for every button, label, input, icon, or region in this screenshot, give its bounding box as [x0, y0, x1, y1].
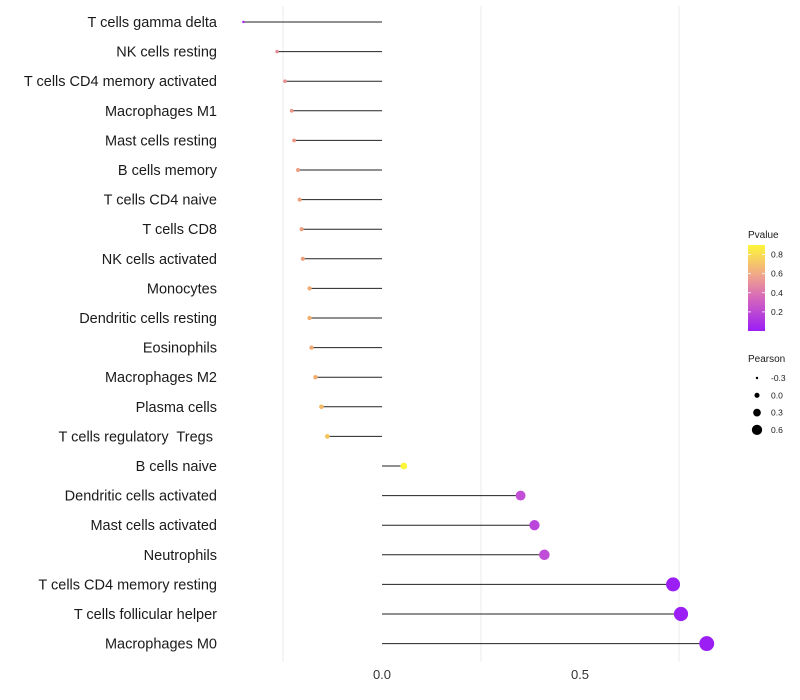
- lollipop-dot: [299, 227, 304, 232]
- pearson-legend-title: Pearson: [748, 354, 785, 365]
- pearson-size-swatch: [754, 392, 760, 398]
- pearson-size-swatch: [755, 376, 759, 380]
- category-label: Macrophages M1: [105, 104, 217, 120]
- category-label: T cells CD4 naive: [104, 193, 217, 209]
- pvalue-tick-label: 0.2: [771, 307, 783, 317]
- lollipop-dot: [283, 79, 287, 84]
- category-label: Dendritic cells resting: [79, 311, 217, 327]
- category-label: NK cells activated: [102, 252, 217, 268]
- lollipop-dot: [529, 520, 540, 531]
- category-label: Eosinophils: [143, 341, 217, 357]
- category-label: B cells naive: [136, 459, 217, 475]
- category-label: Mast cells activated: [90, 518, 217, 534]
- category-label: T cells follicular helper: [74, 607, 217, 623]
- vertical-gridlines: [282, 6, 680, 662]
- category-labels: T cells gamma delta NK cells resting T cel…: [24, 15, 218, 653]
- category-label: Monocytes: [147, 281, 217, 297]
- pvalue-legend-title: Pvalue: [748, 230, 779, 241]
- lollipop-dot: [666, 577, 681, 592]
- category-label: Macrophages M2: [105, 370, 217, 386]
- category-label: Plasma cells: [136, 400, 217, 416]
- lollipop-dot: [292, 138, 297, 143]
- lollipop-dot: [313, 374, 318, 380]
- category-label: T cells CD4 memory resting: [38, 577, 217, 593]
- lollipop-dot: [307, 315, 312, 321]
- pvalue-tick-label: 0.6: [771, 269, 783, 279]
- lollipop-dots: [242, 20, 715, 652]
- category-label: Dendritic cells activated: [65, 489, 217, 505]
- category-label: T cells CD4 memory activated: [24, 74, 217, 90]
- pearson-size-label: 0.3: [771, 408, 783, 418]
- lollipop-dot: [400, 462, 408, 470]
- lollipop-dot: [296, 168, 301, 172]
- category-label: T cells CD8: [142, 222, 217, 238]
- category-label: Neutrophils: [144, 548, 217, 564]
- category-label: Mast cells resting: [105, 133, 217, 149]
- category-label: T cells regulatory Tregs: [59, 429, 218, 445]
- pvalue-color-legend: Pvalue 0.8 0.6 0.4 0.2: [748, 230, 783, 331]
- lollipop-dot: [307, 286, 312, 291]
- category-label: T cells gamma delta: [88, 15, 218, 31]
- lollipop-dot: [673, 606, 689, 622]
- lollipop-dot: [297, 197, 302, 202]
- pvalue-color-bar: [748, 245, 765, 331]
- lollipop-dot: [515, 490, 526, 501]
- lollipop-dot: [300, 256, 305, 261]
- lollipop-dot: [242, 20, 245, 24]
- category-label: Macrophages M0: [105, 637, 217, 653]
- lollipop-dot: [324, 434, 330, 439]
- lollipop-dot: [289, 108, 294, 113]
- lollipop-dot: [275, 49, 279, 54]
- pearson-size-label: 0.6: [771, 425, 783, 435]
- lollipop-dot: [539, 549, 550, 561]
- pearson-size-label: -0.3: [771, 373, 786, 383]
- pearson-size-label: 0.0: [771, 390, 783, 400]
- lollipop-dot: [309, 345, 314, 350]
- x-tick-label: 0.0: [373, 667, 391, 682]
- x-tick-label: 0.5: [571, 667, 589, 682]
- lollipop-dot: [699, 636, 715, 652]
- lollipop-dot: [319, 404, 324, 410]
- lollipop-stems: [243, 21, 707, 645]
- pearson-size-swatch: [753, 408, 761, 417]
- pvalue-tick-label: 0.4: [771, 288, 783, 298]
- pearson-size-legend: Pearson -0.3 0.0 0.3 0.6: [748, 354, 786, 436]
- x-axis-tick-labels: 0.0 0.5: [373, 667, 589, 682]
- category-label: NK cells resting: [116, 45, 217, 61]
- pearson-size-swatch: [751, 424, 763, 436]
- category-label: B cells memory: [118, 163, 218, 179]
- pvalue-tick-label: 0.8: [771, 250, 783, 260]
